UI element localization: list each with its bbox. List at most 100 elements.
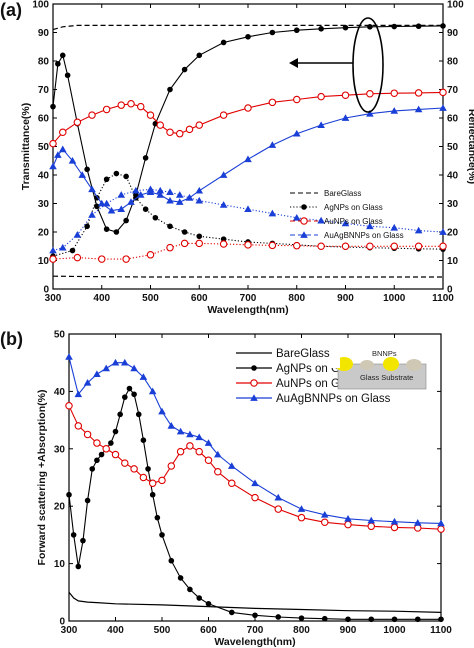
b-data-point [321, 615, 328, 622]
a-series-line [52, 275, 443, 278]
panel-a-label: (a) [0, 0, 22, 20]
a-y2-tick-label: 70 [447, 85, 459, 96]
a-data-point [195, 186, 204, 194]
a-data-point [366, 109, 374, 117]
b-data-point [66, 491, 72, 498]
a-data-point [117, 101, 126, 109]
a-data-point [181, 66, 188, 73]
a-data-point [292, 95, 301, 104]
b-data-point [187, 586, 193, 593]
a-y-tick-label: 60 [38, 114, 50, 125]
a-data-point [439, 88, 447, 97]
b-data-point [98, 451, 105, 458]
b-x-tick-label: 300 [61, 625, 78, 636]
a-data-point [391, 23, 398, 30]
b-data-point [89, 466, 96, 472]
a-data-point [195, 239, 204, 248]
b-data-point [176, 447, 185, 456]
a-x-tick-label: 400 [93, 293, 110, 304]
b-data-point [176, 427, 185, 435]
a-legend-item-aunps-on-glass: AuNPs on Glass [290, 217, 383, 226]
a-data-point [341, 91, 350, 99]
a-data-point [122, 255, 130, 263]
a-data-point [292, 129, 301, 137]
a-data-point [156, 121, 165, 129]
b-legend-label: AuAgBNNPs on Glass [276, 393, 391, 405]
a-x-tick-label: 300 [45, 293, 62, 304]
a-y2-tick-label: 50 [447, 142, 459, 153]
b-data-point [65, 353, 73, 360]
a-legend-label: BareGlass [324, 189, 361, 198]
a-data-point [175, 191, 184, 198]
a-y-tick-label: 80 [38, 57, 50, 68]
a-data-point [103, 176, 110, 183]
bnnp-particle [360, 360, 374, 370]
b-data-point [205, 600, 212, 607]
b-data-point [112, 428, 119, 435]
a-y2-axis-title: Reflectance(%) [466, 109, 474, 184]
b-y-tick-label: 0 [59, 617, 65, 628]
a-data-point [64, 72, 71, 79]
b-data-point [111, 450, 120, 459]
b-data-point [251, 493, 259, 502]
a-series-agnps-on-glass-transmittance [50, 23, 446, 235]
b-legend-marker [250, 379, 258, 387]
a-x-tick-label: 600 [191, 293, 208, 304]
a-data-point [123, 217, 129, 224]
a-legend-label: AuNPs on Glass [324, 217, 383, 226]
a-data-point [292, 213, 301, 221]
b-data-point [204, 439, 213, 446]
a-data-point [113, 170, 120, 177]
a-y2-tick-label: 100 [447, 0, 464, 11]
a-legend-marker [300, 231, 308, 238]
a-data-point [244, 104, 252, 112]
bnnp-particle [406, 359, 422, 371]
a-data-point [439, 242, 447, 251]
a-legend-marker [300, 217, 308, 225]
b-data-point [437, 525, 445, 533]
b-data-point [121, 358, 129, 366]
a-data-point [113, 229, 120, 235]
b-series-auagbnnps-on-glass [65, 353, 445, 527]
a-data-point [49, 139, 57, 148]
b-data-point [274, 505, 282, 513]
a-y-tick-label: 10 [38, 256, 50, 267]
inset-mask [330, 356, 340, 368]
a-legend-item-bareglass: BareGlass [290, 189, 361, 198]
a-y-tick-label: 40 [38, 171, 50, 182]
a-data-point [244, 241, 252, 249]
b-data-point [167, 422, 176, 429]
a-data-point [73, 231, 82, 238]
b-data-point [320, 518, 329, 527]
a-data-point [366, 222, 374, 230]
inset-label-substrate: Glass Substrate [360, 373, 413, 382]
a-data-point [123, 173, 129, 180]
b-legend-label: BareGlass [276, 348, 330, 360]
b-data-point [437, 519, 445, 527]
a-series-auagbnnps-on-glass-reflectance [49, 185, 447, 254]
b-data-point [135, 411, 142, 418]
a-data-point [244, 205, 252, 213]
a-data-point [317, 216, 325, 224]
a-data-point [341, 242, 350, 251]
a-x-tick-label: 900 [337, 293, 354, 304]
a-y-tick-label: 0 [43, 285, 49, 296]
a-data-point [102, 199, 111, 207]
b-data-point [413, 524, 422, 532]
b-x-tick-label: 500 [154, 625, 171, 636]
b-y-axis-title: Forward scattering +Absorption(%) [36, 390, 48, 566]
a-data-point [146, 111, 155, 119]
a-data-point [415, 23, 422, 30]
a-data-point [390, 107, 399, 114]
b-data-point [117, 411, 123, 418]
b-x-tick-label: 800 [293, 625, 310, 636]
b-data-point [345, 616, 351, 623]
b-data-point [159, 532, 165, 538]
a-legend-item-agnps-on-glass: AgNPs on Glass [290, 203, 383, 212]
a-data-point [366, 242, 374, 251]
a-series-line [52, 25, 444, 233]
b-data-point [126, 385, 133, 392]
a-data-point [219, 111, 228, 119]
a-y-tick-label: 30 [38, 199, 50, 210]
a-data-point [127, 198, 135, 205]
